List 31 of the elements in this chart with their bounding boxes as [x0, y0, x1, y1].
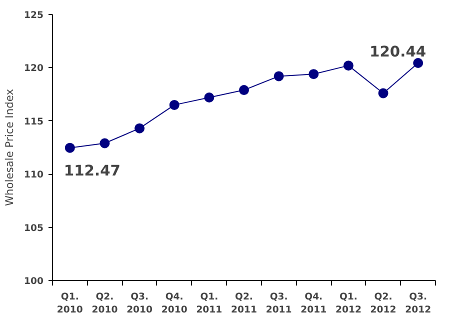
point	[204, 92, 214, 102]
point	[134, 123, 145, 134]
annotation: 120.44	[370, 44, 426, 61]
y-tick-label: 110	[24, 170, 44, 181]
y-tick-label: 120	[24, 63, 44, 74]
point	[64, 142, 75, 153]
x-tick-label: Q1. 2010	[56, 292, 84, 316]
x-tick-label: Q1. 2012	[335, 292, 362, 316]
point	[100, 138, 110, 148]
point	[413, 58, 424, 68]
x-tick-label: Q3. 2010	[126, 292, 154, 316]
x-tick-label: Q2. 2010	[92, 292, 118, 316]
x-tick-label: Q3. 2012	[405, 292, 432, 316]
annotation: 112.47	[64, 162, 120, 180]
x-tick-label: Q4. 2011	[300, 292, 327, 316]
point	[169, 100, 180, 110]
y-tick-label: 115	[24, 116, 44, 128]
x-tick-label: Q4. 2010	[161, 292, 188, 316]
point	[308, 69, 319, 80]
x-tick-label: Q2. 2012	[370, 292, 396, 316]
y-tick-label: 125	[24, 10, 44, 21]
point	[378, 88, 388, 98]
point	[274, 71, 284, 82]
point	[239, 85, 249, 96]
x-tick-label: Q3. 2011	[266, 292, 292, 316]
x-tick-label: Q2. 2011	[231, 292, 257, 316]
y-tick-label: 105	[24, 222, 44, 234]
x-tick-label: Q1. 2011	[196, 292, 222, 316]
y-tick-label: 100	[24, 276, 44, 287]
point	[343, 60, 354, 71]
y-axis-title: Wholesale Price Index	[3, 88, 16, 206]
